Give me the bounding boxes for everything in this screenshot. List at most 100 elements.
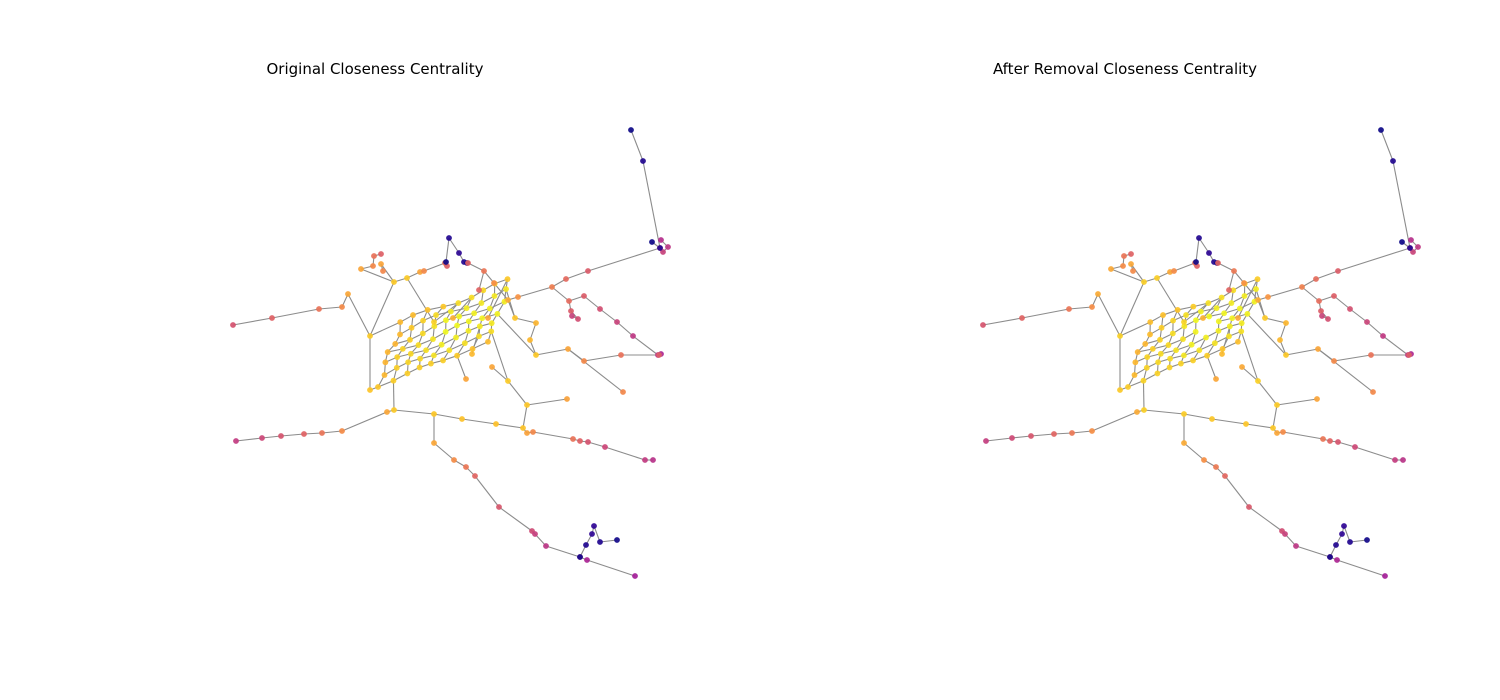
graph-node — [1019, 315, 1025, 321]
graph-edge — [478, 270, 485, 291]
graph-edge — [1354, 446, 1396, 461]
panel-title-after-removal: After Removal Closeness Centrality — [992, 60, 1258, 78]
graph-node — [581, 358, 587, 364]
graph-edge — [517, 286, 553, 298]
graph-node — [384, 349, 391, 355]
graph-node — [1368, 352, 1374, 358]
graph-edge — [545, 545, 581, 558]
graph-node — [1327, 554, 1333, 560]
graph-node — [1188, 341, 1195, 348]
graph-edge — [1257, 380, 1278, 406]
graph-node — [1181, 319, 1187, 325]
graph-node — [480, 287, 487, 294]
graph-node — [1370, 389, 1376, 395]
graph-node — [1190, 357, 1196, 364]
graph-node — [1201, 457, 1207, 463]
graph-node — [465, 260, 471, 266]
graph-node — [1280, 429, 1286, 435]
graph-edge — [1130, 263, 1145, 283]
graph-node — [1213, 464, 1219, 470]
graph-node — [391, 407, 397, 413]
graph-edge — [1279, 322, 1287, 341]
graph-node — [1160, 312, 1166, 318]
graph-edge — [1264, 317, 1287, 324]
graph-node — [491, 280, 497, 286]
graph-node — [453, 334, 459, 341]
graph-node — [1318, 308, 1324, 314]
graph-node — [1244, 310, 1251, 317]
graph-node — [649, 239, 655, 245]
graph-edge — [1156, 277, 1185, 323]
graph-node — [1134, 409, 1140, 415]
graph-node — [1334, 557, 1340, 563]
graph-node — [1215, 327, 1222, 334]
graph-node — [407, 336, 413, 343]
graph-node — [1313, 276, 1319, 282]
graph-edge — [341, 411, 388, 432]
graph-edge — [474, 475, 500, 508]
graph-node — [1265, 294, 1271, 300]
graph-node — [476, 333, 482, 340]
graph-node — [658, 237, 664, 243]
graph-node — [566, 298, 572, 304]
graph-node — [1173, 347, 1179, 354]
graph-node — [642, 457, 648, 463]
graph-node — [378, 251, 384, 257]
graph-node — [431, 323, 438, 330]
graph-edge — [461, 418, 497, 425]
graph-node — [1149, 345, 1156, 352]
graph-node — [1222, 473, 1228, 479]
graph-node — [496, 504, 502, 510]
graph-node — [505, 297, 511, 303]
graph-node — [1255, 297, 1261, 303]
graph-node — [319, 430, 325, 436]
graph-node — [378, 261, 384, 267]
graph-node — [1262, 315, 1268, 321]
graph-node — [269, 315, 275, 321]
graph-node — [339, 428, 345, 434]
graph-node — [1399, 239, 1405, 245]
graph-node — [424, 307, 431, 313]
graph-edge — [1110, 268, 1145, 283]
graph-edge — [1349, 308, 1368, 323]
graph-node — [1316, 298, 1322, 304]
graph-node — [1215, 318, 1222, 325]
graph-node — [640, 158, 646, 164]
original-nodes — [230, 127, 671, 579]
graph-node — [1226, 287, 1232, 293]
graph-node — [1183, 312, 1189, 318]
graph-node — [431, 352, 437, 359]
graph-edge — [1119, 281, 1145, 337]
graph-node — [416, 364, 423, 371]
graph-node — [454, 352, 460, 359]
graph-node — [463, 464, 469, 470]
graph-node — [581, 293, 587, 299]
graph-node — [1125, 384, 1131, 390]
graph-node — [339, 304, 345, 310]
graph-edge — [1301, 286, 1320, 302]
graph-node — [656, 352, 662, 358]
graph-node — [1218, 294, 1225, 301]
graph-node — [520, 425, 526, 431]
graph-edge — [1202, 297, 1223, 319]
graph-node — [404, 370, 411, 377]
graph-edge — [1195, 237, 1200, 263]
graph-node — [443, 317, 449, 324]
graph-edge — [604, 446, 646, 461]
graph-node — [446, 347, 453, 354]
after-removal-edges — [982, 129, 1419, 577]
graph-edge — [1285, 348, 1319, 356]
graph-node — [367, 333, 373, 339]
graph-node — [442, 328, 449, 335]
graph-node — [533, 320, 539, 326]
graph-edge — [495, 423, 524, 429]
graph-node — [472, 473, 478, 479]
graph-node — [367, 387, 373, 393]
graph-edge — [1030, 433, 1055, 437]
graph-node — [1274, 430, 1280, 436]
graph-node — [493, 421, 499, 427]
graph-node — [405, 359, 412, 366]
graph-node — [614, 319, 620, 325]
graph-node — [577, 438, 583, 444]
graph-node — [446, 235, 452, 241]
